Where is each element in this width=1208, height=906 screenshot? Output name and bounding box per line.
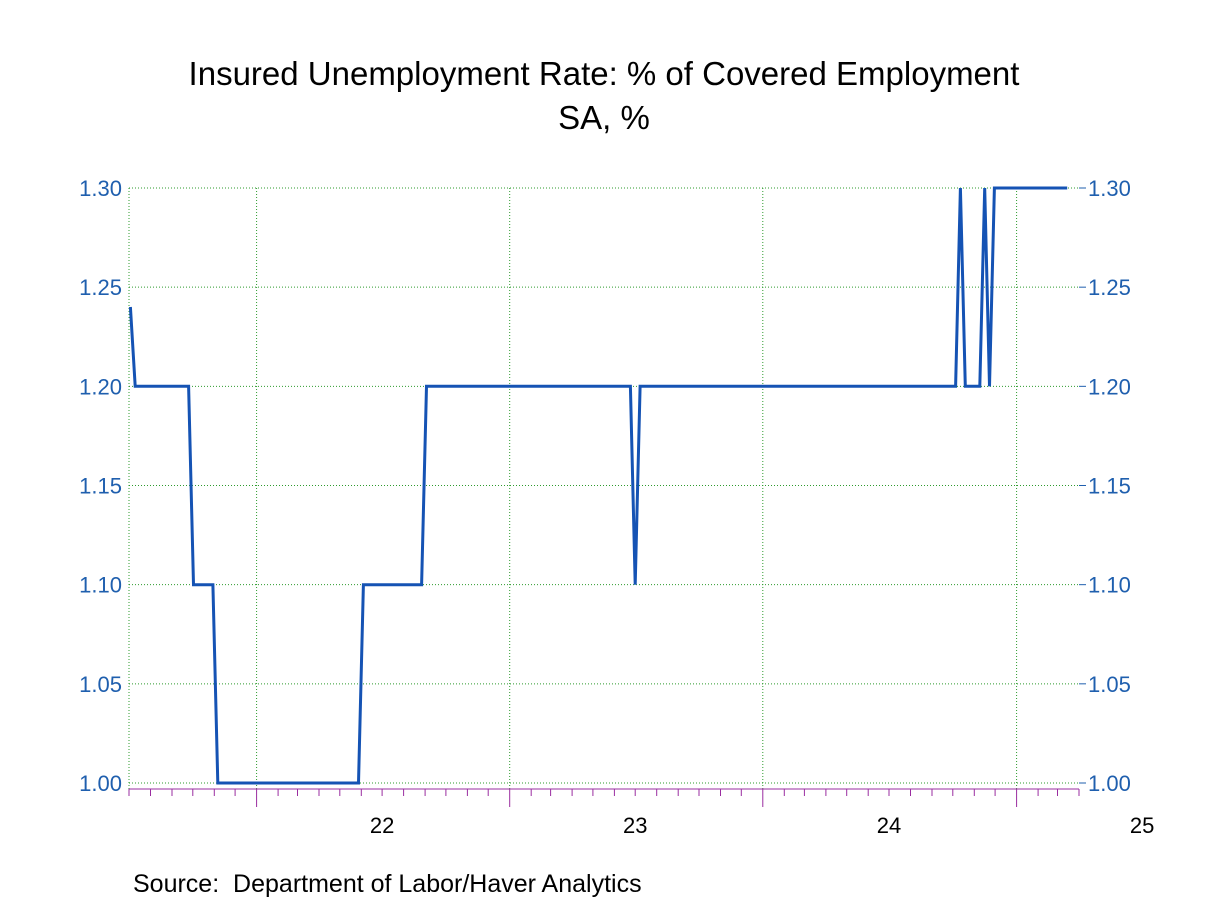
label-layer: 1.00 1.00 1.05 1.05 1.10 1.10 1.15 1.15 1.20 1.20…	[79, 176, 1154, 838]
x-tick-label: 22	[370, 813, 394, 838]
y-tick-label-left: 1.10	[79, 573, 122, 598]
series-layer	[128, 186, 1068, 785]
axis-layer	[128, 187, 1086, 807]
x-tick-label: 25	[1130, 813, 1154, 838]
y-tick-label-left: 1.20	[79, 374, 122, 399]
x-tick-label: 24	[877, 813, 901, 838]
y-tick-label-right: 1.00	[1088, 771, 1131, 796]
y-tick-label-left: 1.30	[79, 176, 122, 201]
y-tick-label-right: 1.10	[1088, 573, 1131, 598]
y-tick-label-left: 1.25	[79, 275, 122, 300]
series-line	[128, 186, 1068, 785]
y-tick-label-right: 1.15	[1088, 474, 1131, 499]
y-tick-label-right: 1.05	[1088, 672, 1131, 697]
y-tick-label-right: 1.25	[1088, 275, 1131, 300]
grid-layer	[128, 187, 1079, 789]
x-tick-label: 23	[623, 813, 647, 838]
y-tick-label-left: 1.05	[79, 672, 122, 697]
source-note: Source: Department of Labor/Haver Analyt…	[133, 870, 642, 898]
y-tick-label-left: 1.15	[79, 474, 122, 499]
chart-subtitle: SA, %	[558, 99, 650, 136]
y-tick-label-right: 1.20	[1088, 374, 1131, 399]
y-tick-label-right: 1.30	[1088, 176, 1131, 201]
y-tick-label-left: 1.00	[79, 771, 122, 796]
chart-title: Insured Unemployment Rate: % of Covered …	[188, 55, 1020, 92]
